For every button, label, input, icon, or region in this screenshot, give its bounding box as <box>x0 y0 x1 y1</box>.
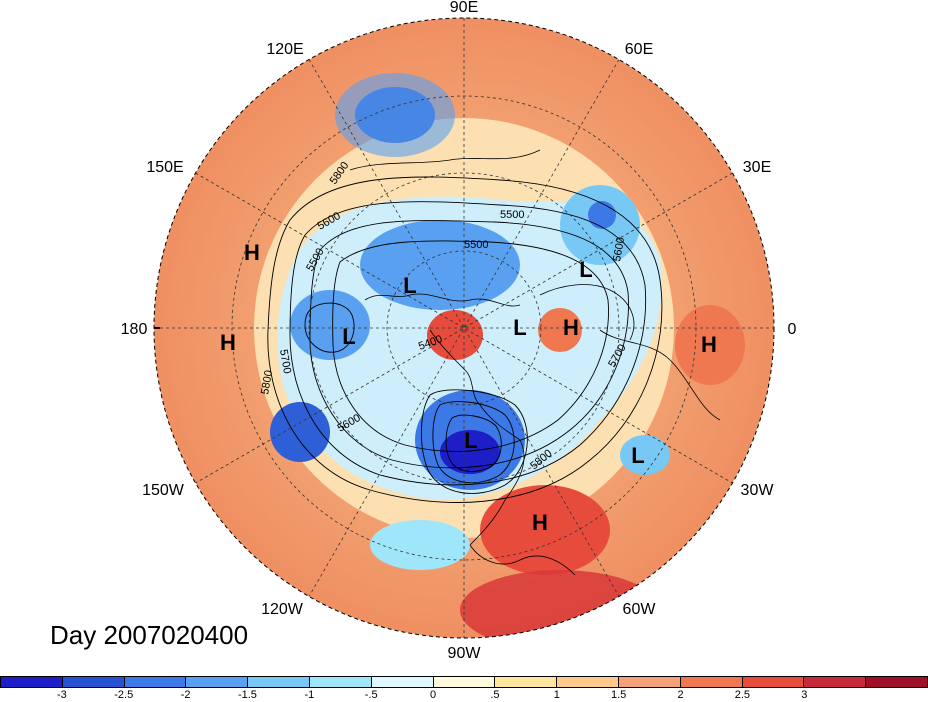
low-marker: L <box>464 428 477 453</box>
colorbar-swatch <box>804 677 867 687</box>
polar-map: 90E 60E 30E 0 30W 60W 90W 120W 150W 180 … <box>121 0 797 662</box>
colorbar-swatch <box>186 677 249 687</box>
lon-label: 90E <box>450 0 478 16</box>
colorbar-swatch <box>124 677 187 687</box>
height-contours <box>267 176 663 503</box>
lon-label: 150E <box>146 159 183 176</box>
colorbar-swatch <box>495 677 558 687</box>
colorbar-swatch <box>742 677 805 687</box>
colorbar-tick-label: 1.5 <box>611 689 627 701</box>
lon-label: 120W <box>261 601 304 618</box>
high-marker: H <box>701 332 717 357</box>
colorbar-swatch <box>371 677 434 687</box>
colorbar-swatch <box>866 677 927 687</box>
high-marker: H <box>532 510 548 535</box>
contour-label: 5800 <box>259 369 275 395</box>
colorbar-tick-label: 2 <box>677 689 684 701</box>
high-marker: H <box>563 315 579 340</box>
colorbar-tick-label: .5 <box>490 689 500 701</box>
contour-label: 5500 <box>500 209 524 221</box>
colorbar-swatch <box>309 677 372 687</box>
colorbar-tick-label: -2 <box>180 689 191 701</box>
colorbar-swatch <box>618 677 681 687</box>
lon-label: 180 <box>121 321 148 338</box>
lon-label: 30E <box>743 159 771 176</box>
colorbar-swatch <box>248 677 310 687</box>
lon-label: 90W <box>448 645 482 662</box>
colorbar-tick-label: 1 <box>553 689 560 701</box>
pressure-system-labels: H H L L L L H L H L H <box>220 240 717 535</box>
low-marker: L <box>631 443 644 468</box>
colorbar-tick-label: 3 <box>801 689 808 701</box>
colorbar-swatch <box>1 677 63 687</box>
lon-label: 60W <box>623 601 657 618</box>
high-marker: H <box>220 330 236 355</box>
anomaly-field <box>154 18 774 638</box>
low-marker: L <box>342 324 355 349</box>
colorbar-tick-label: -3 <box>56 689 67 701</box>
map-title: Day 2007020400 <box>50 620 249 650</box>
colorbar-tick-label: -.5 <box>364 689 378 701</box>
colorbar-swatch <box>433 677 496 687</box>
colorbar-tick-label: 0 <box>430 689 437 701</box>
low-marker: L <box>403 273 416 298</box>
lon-label: 120E <box>266 41 303 58</box>
low-marker: L <box>513 315 526 340</box>
contour-label: 5600 <box>611 236 627 262</box>
colorbar-swatch <box>680 677 743 687</box>
low-marker: L <box>579 257 592 282</box>
high-marker: H <box>244 240 260 265</box>
graticule <box>154 18 774 638</box>
colorbar-tick-label: 2.5 <box>734 689 751 701</box>
colorbar-tick-label: -2.5 <box>114 689 134 701</box>
lon-label: 60E <box>625 41 653 58</box>
contour-label: 5700 <box>277 348 293 374</box>
longitude-labels: 90E 60E 30E 0 30W 60W 90W 120W 150W 180 … <box>121 0 797 662</box>
colorbar-tick-label: -1.5 <box>237 689 257 701</box>
colorbar-tick-labels: -3 -2.5 -2 -1.5 -1 -.5 0 .5 1 1.5 2 2.5 3 <box>0 689 928 702</box>
colorbar-tick-label: -1 <box>304 689 315 701</box>
colorbar-swatch <box>557 677 619 687</box>
colorbar <box>0 676 928 688</box>
lon-label: 30W <box>741 482 775 499</box>
coastlines <box>349 149 721 576</box>
lon-label: 0 <box>788 321 797 338</box>
contour-label: 5500 <box>464 239 488 251</box>
colorbar-swatch <box>62 677 125 687</box>
lon-label: 150W <box>142 482 185 499</box>
